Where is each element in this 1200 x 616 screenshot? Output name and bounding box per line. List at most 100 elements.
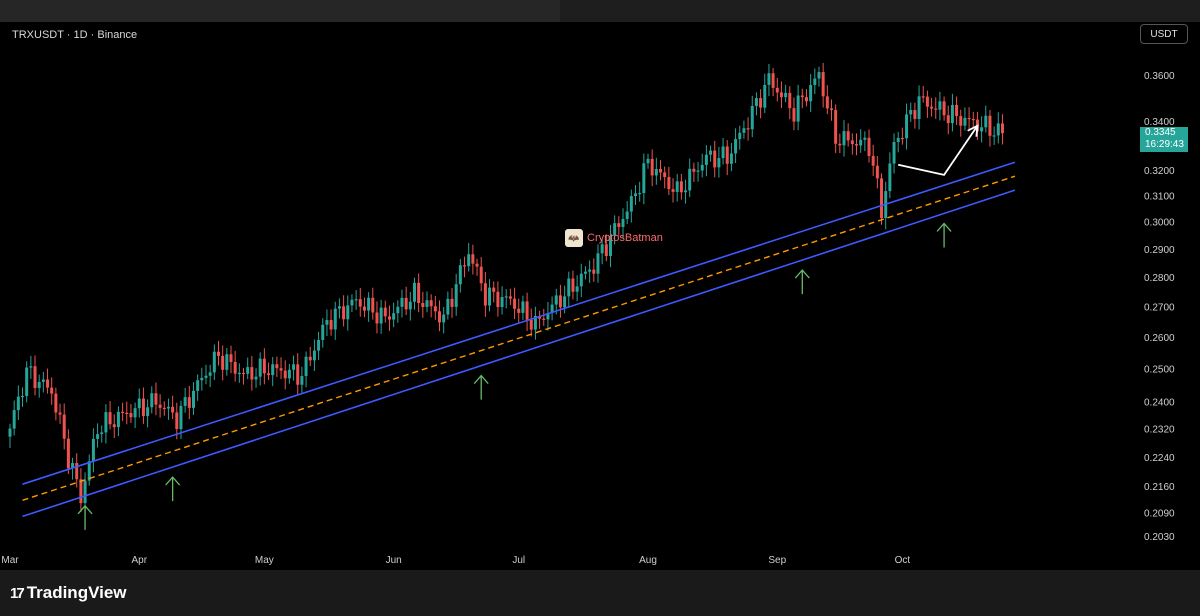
candle-body — [709, 150, 713, 155]
candle-body — [759, 98, 763, 108]
candle-body — [396, 306, 400, 314]
candle-body — [659, 168, 663, 173]
candle-body — [955, 104, 959, 117]
candle-body — [896, 137, 900, 142]
candle-body — [212, 351, 216, 373]
candle-body — [863, 137, 867, 140]
candle-body — [533, 316, 537, 330]
candle-body — [642, 163, 646, 194]
candle-body — [917, 96, 921, 119]
candle-body — [162, 407, 166, 410]
projection-arrowhead — [967, 124, 979, 137]
candle-body — [154, 393, 158, 405]
candle-body — [934, 108, 938, 110]
candle-body — [721, 146, 725, 159]
candle-body — [821, 72, 825, 97]
candle-body — [200, 377, 204, 381]
candle-body — [438, 311, 442, 323]
candle-body — [87, 461, 91, 481]
chart-area[interactable] — [0, 22, 1200, 570]
candle-body — [379, 307, 383, 324]
candle-body — [41, 379, 45, 382]
candle-body — [37, 381, 41, 389]
candle-body — [196, 380, 200, 391]
candle-body — [754, 98, 758, 106]
candle-body — [909, 110, 913, 115]
candle-body — [417, 282, 421, 303]
candle-body — [229, 354, 233, 363]
tradingview-logo[interactable]: 17 TradingView — [10, 583, 127, 603]
y-tick-label: 0.2900 — [1144, 245, 1175, 256]
x-tick-label: Mar — [1, 555, 19, 566]
candle-body — [880, 178, 884, 219]
candle-body — [96, 434, 100, 439]
candle-body — [112, 424, 116, 428]
currency-selector[interactable]: USDT — [1140, 24, 1188, 44]
candle-body — [621, 219, 625, 227]
candle-body — [116, 411, 120, 428]
candle-body — [1000, 123, 1004, 134]
candle-body — [767, 73, 771, 85]
candle-body — [900, 137, 904, 140]
candle-body — [454, 284, 458, 307]
candle-body — [183, 397, 187, 406]
candle-body — [950, 104, 954, 124]
candle-body — [588, 269, 592, 272]
candle-body — [654, 168, 658, 176]
candle-body — [62, 414, 66, 439]
candle-body — [358, 299, 362, 307]
candle-body — [129, 413, 133, 418]
candle-body — [925, 96, 929, 107]
candle-body — [563, 296, 567, 308]
candle-body — [809, 85, 813, 102]
candle-body — [700, 164, 704, 171]
candle-body — [742, 128, 746, 133]
candle-body — [542, 318, 546, 320]
candle-body — [804, 97, 808, 102]
candle-body — [596, 253, 600, 274]
candle-body — [346, 305, 350, 320]
x-tick-label: Jul — [512, 555, 525, 566]
candle-body — [696, 170, 700, 172]
candle-body — [930, 106, 934, 109]
candle-body — [292, 364, 296, 370]
candle-body — [617, 223, 621, 227]
candle-body — [650, 158, 654, 176]
candle-body — [267, 373, 271, 376]
candle-body — [100, 432, 104, 435]
support-touch-arrow — [936, 222, 952, 248]
candle-body — [750, 105, 754, 130]
candle-body — [492, 287, 496, 292]
x-tick-label: Jun — [386, 555, 402, 566]
candle-body — [488, 287, 492, 306]
candle-body — [763, 84, 767, 108]
candle-body — [629, 196, 633, 212]
active-tab[interactable] — [0, 0, 560, 22]
candle-body — [233, 362, 237, 374]
candle-body — [971, 118, 975, 121]
candle-body — [325, 320, 329, 325]
support-touch-arrow — [794, 269, 810, 295]
candle-body — [104, 412, 108, 433]
candle-body — [463, 265, 467, 267]
candle-body — [425, 300, 429, 307]
candle-body — [671, 189, 675, 192]
logo-text: TradingView — [26, 583, 127, 602]
y-tick-label: 0.3000 — [1144, 218, 1175, 229]
candle-body — [350, 299, 354, 306]
candle-body — [579, 273, 583, 287]
candle-body — [54, 393, 58, 413]
candle-body — [734, 139, 738, 154]
candle-body — [383, 307, 387, 317]
candle-body — [583, 271, 587, 274]
candle-body — [567, 278, 571, 297]
channel-upper-line — [22, 161, 1016, 485]
candle-body — [984, 115, 988, 128]
candle-body — [921, 96, 925, 98]
candle-body — [875, 165, 879, 179]
candle-body — [471, 254, 475, 264]
tradingview-icon: 17 — [10, 585, 25, 602]
candle-body — [12, 410, 16, 429]
candle-body — [179, 405, 183, 430]
